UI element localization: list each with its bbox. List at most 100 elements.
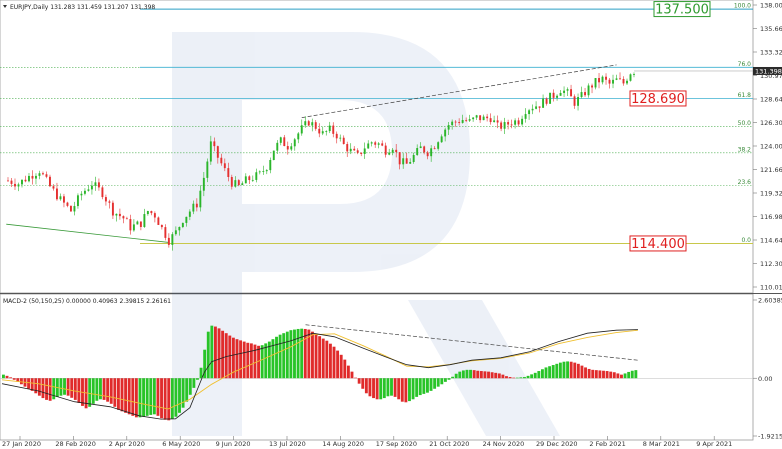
macd-histogram-bar xyxy=(443,378,447,382)
candle-body xyxy=(115,213,118,216)
macd-histogram-bar xyxy=(271,339,275,379)
macd-histogram-bar xyxy=(580,365,584,379)
candle-body xyxy=(293,139,296,147)
macd-histogram-bar xyxy=(587,368,591,379)
macd-histogram-bar xyxy=(494,372,498,379)
candle-body xyxy=(66,202,69,206)
macd-histogram-bar xyxy=(77,378,81,403)
candle-body xyxy=(24,179,27,182)
candle-body xyxy=(577,97,580,106)
candle-body xyxy=(227,168,230,178)
candle-body xyxy=(73,206,76,212)
candle-body xyxy=(626,80,628,84)
level-callout-text: 128.690 xyxy=(631,92,685,107)
macd-histogram-bar xyxy=(321,338,325,379)
level-callout-box xyxy=(629,90,687,107)
macd-histogram-bar xyxy=(415,378,419,397)
macd-histogram-bar xyxy=(131,378,135,416)
candle-body xyxy=(374,142,377,145)
x-tick-label: 28 Feb 2020 xyxy=(55,440,95,448)
candle-body xyxy=(423,146,426,153)
macd-histogram-bar xyxy=(156,378,160,416)
candle-body xyxy=(17,184,20,187)
y-tick-label: 130.970 xyxy=(760,72,782,80)
y-tick-label: 112.300 xyxy=(760,260,782,268)
macd-histogram-bar xyxy=(300,328,304,379)
candle-body xyxy=(104,197,107,202)
candle-body xyxy=(321,131,324,134)
candle-body xyxy=(363,148,366,154)
x-tick-label: 24 Nov 2020 xyxy=(483,440,525,448)
candle-body xyxy=(262,171,265,172)
x-tick-label: 2 Apr 2020 xyxy=(109,440,145,448)
macd-histogram-bar xyxy=(411,378,415,400)
macd-panel xyxy=(0,293,754,441)
candle-body xyxy=(458,122,461,123)
macd-histogram-bar xyxy=(66,378,70,396)
candle-body xyxy=(241,183,244,186)
candle-body xyxy=(528,110,531,115)
candle-body xyxy=(447,125,450,130)
candle-body xyxy=(468,119,471,121)
candle-body xyxy=(332,125,335,134)
candle-body xyxy=(426,152,429,157)
macd-histogram-bar xyxy=(440,378,444,385)
macd-histogram-bar xyxy=(37,378,41,396)
macd-histogram-bar xyxy=(512,377,516,379)
candle-body xyxy=(353,148,356,151)
candle-body xyxy=(633,74,635,75)
candle-body xyxy=(598,78,600,83)
macd-histogram-bar xyxy=(235,339,239,379)
candle-body xyxy=(62,196,65,203)
candle-body xyxy=(143,214,146,227)
candle-body xyxy=(213,141,216,147)
candle-body xyxy=(395,149,398,153)
macd-histogram-bar xyxy=(397,378,401,400)
macd-histogram-bar xyxy=(167,378,171,421)
candle-body xyxy=(87,189,90,191)
fib-label: 23.6 xyxy=(738,179,752,186)
macd-histogram-bar xyxy=(257,345,260,379)
macd-histogram-bar xyxy=(364,378,368,394)
macd-histogram-bar xyxy=(382,378,386,399)
candle-body xyxy=(31,175,34,179)
macd-histogram-bar xyxy=(285,331,289,379)
macd-signal-line xyxy=(1,329,639,410)
candle-body xyxy=(272,150,275,160)
macd-histogram-bar xyxy=(598,370,602,379)
candle-body xyxy=(195,203,198,208)
macd-histogram-bar xyxy=(461,370,465,379)
candle-body xyxy=(108,201,111,203)
macd-histogram-bar xyxy=(562,361,566,379)
macd-histogram-bar xyxy=(630,370,634,379)
candle-body xyxy=(251,179,254,181)
macd-histogram-bar xyxy=(354,377,358,379)
candle-body xyxy=(601,76,604,83)
candle-body xyxy=(559,92,562,96)
fib-label: 76.0 xyxy=(738,61,752,68)
candle-body xyxy=(580,92,583,98)
candle-body xyxy=(542,98,545,108)
candle-body xyxy=(42,173,44,175)
macd-histogram-bar xyxy=(508,377,512,379)
candle-body xyxy=(244,176,247,184)
macd-histogram-bar xyxy=(178,378,181,413)
macd-histogram-bar xyxy=(275,336,278,379)
macd-histogram-bar xyxy=(260,345,264,379)
candle-body xyxy=(346,144,349,152)
macd-histogram-bar xyxy=(307,329,311,379)
candle-body xyxy=(325,131,328,132)
candle-body xyxy=(629,74,632,81)
macd-histogram-bar xyxy=(436,378,440,387)
macd-histogram-bar xyxy=(540,369,544,379)
macd-histogram-bar xyxy=(264,343,268,379)
candle-body xyxy=(594,78,597,88)
x-tick-label: 6 May 2020 xyxy=(162,440,200,448)
macd-histogram-bar xyxy=(95,378,99,401)
macd-histogram-bar xyxy=(566,361,570,379)
macd-histogram-bar xyxy=(555,363,559,379)
macd-histogram-bar xyxy=(609,371,613,379)
macd-histogram-bar xyxy=(267,341,271,379)
candle-body xyxy=(367,143,370,149)
x-tick-label: 27 Jan 2020 xyxy=(2,440,41,448)
